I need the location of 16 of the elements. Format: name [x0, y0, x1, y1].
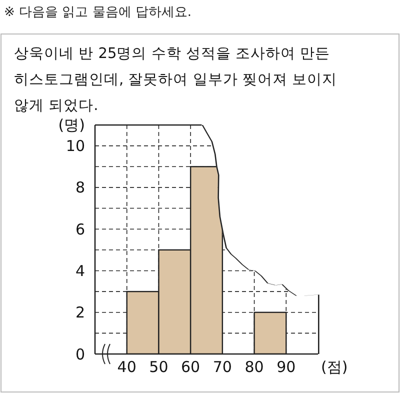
y-tick-label: 0 [75, 345, 85, 364]
y-tick-label: 10 [66, 137, 85, 156]
y-tick-label: 6 [75, 220, 85, 238]
x-tick-label: 50 [149, 358, 168, 376]
x-tick-label: 70 [212, 358, 232, 376]
x-tick-label: 90 [276, 358, 296, 376]
x-tick-label: 40 [117, 358, 136, 376]
chart-title: 상욱이네 반 25명의 수학 성적을 조사하여 만든 히스토그램인데, 잘못하여 일부가 찢어져 보이지 않게 되었다. [14, 46, 338, 114]
x-tick-label: 80 [244, 358, 264, 376]
y-tick-label: 4 [75, 262, 85, 280]
y-axis-title: (명) [58, 116, 85, 134]
x-tick-label: 60 [181, 358, 200, 376]
text: ※ 다음을 읽고 물음에 답하세요. [4, 5, 192, 20]
y-tick-label: 8 [75, 178, 85, 197]
x-axis-title: (점) [321, 358, 348, 376]
y-tick-label: 2 [75, 304, 85, 322]
